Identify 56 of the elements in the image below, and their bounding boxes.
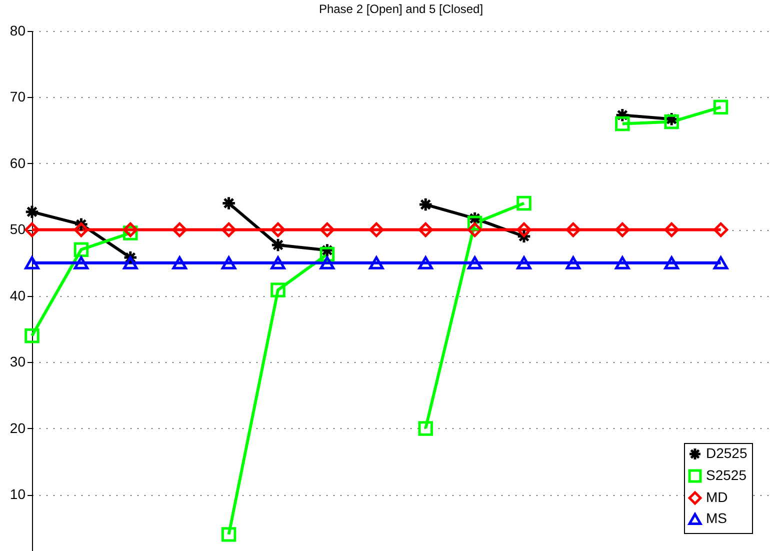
legend-label: MS — [706, 510, 727, 526]
point — [467, 222, 482, 238]
point — [221, 222, 236, 238]
point — [74, 256, 89, 270]
point — [664, 114, 679, 130]
point — [418, 421, 433, 436]
point — [24, 328, 40, 344]
point — [270, 282, 286, 298]
point — [270, 222, 286, 238]
legend-label: D2525 — [706, 445, 748, 461]
legend-label: S2525 — [706, 467, 747, 483]
point — [74, 222, 89, 238]
point — [713, 100, 728, 115]
point — [123, 222, 138, 238]
y-tick-label: 40 — [10, 287, 26, 304]
point — [664, 256, 679, 270]
point — [516, 256, 532, 270]
point — [418, 256, 433, 270]
point — [74, 242, 89, 257]
point — [369, 222, 384, 238]
point — [270, 256, 286, 270]
y-tick-label: 70 — [10, 88, 26, 105]
y-tick-label: 30 — [10, 354, 26, 370]
point — [418, 222, 433, 238]
legend-label: MD — [706, 489, 728, 505]
point — [24, 204, 40, 220]
chart-title: Phase 2 [Open] and 5 [Closed] — [318, 2, 484, 16]
point — [369, 256, 384, 270]
point — [221, 196, 236, 211]
y-tick-label: 10 — [10, 486, 26, 502]
point — [172, 222, 187, 238]
point — [320, 222, 335, 238]
point — [566, 222, 581, 238]
point — [516, 222, 532, 238]
point — [24, 222, 40, 238]
point — [615, 116, 630, 132]
point — [172, 256, 187, 270]
point — [713, 256, 728, 270]
point — [221, 527, 236, 542]
point — [664, 222, 679, 238]
point — [123, 256, 138, 270]
y-tick-label: 20 — [10, 420, 26, 436]
point — [270, 238, 286, 252]
point — [24, 256, 40, 270]
point — [418, 197, 433, 212]
y-tick-label: 80 — [10, 22, 26, 38]
point — [615, 256, 630, 270]
y-tick-label: 50 — [10, 221, 26, 238]
point — [615, 222, 630, 238]
point — [566, 256, 581, 270]
point — [221, 256, 236, 270]
point — [320, 256, 335, 270]
y-tick-label: 60 — [10, 154, 26, 171]
point — [713, 222, 728, 238]
point — [516, 196, 532, 211]
point — [467, 256, 482, 270]
